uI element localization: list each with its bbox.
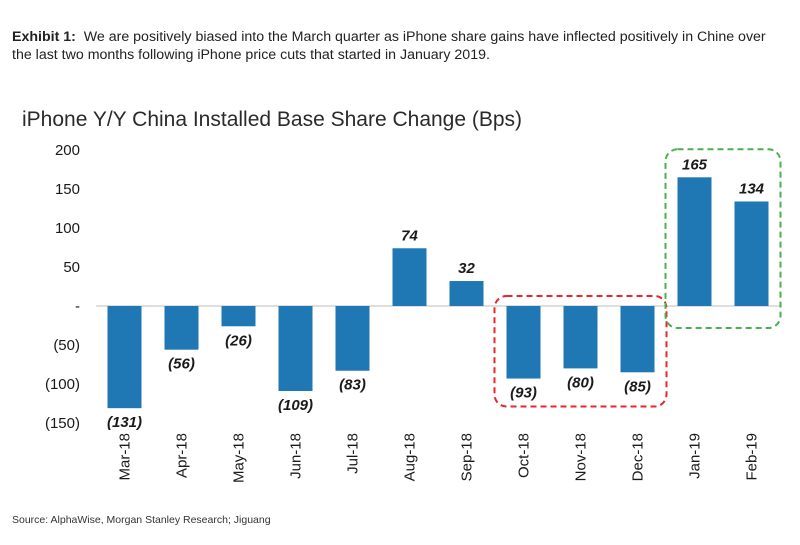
bar-jan-19	[677, 177, 712, 306]
x-tick-label: Jan-19	[687, 433, 704, 479]
y-tick-label: -	[75, 298, 80, 315]
data-label: 32	[458, 260, 475, 277]
bar-nov-18	[563, 306, 598, 369]
bar-feb-19	[734, 201, 769, 306]
x-tick-label: Jun-18	[288, 433, 305, 479]
data-label: (83)	[339, 377, 366, 394]
data-label: (93)	[510, 385, 537, 402]
bar-mar-18	[107, 306, 142, 409]
x-tick-label: Nov-18	[573, 433, 590, 481]
x-tick-label: Aug-18	[402, 433, 419, 481]
data-label: (26)	[225, 332, 252, 349]
data-label: (109)	[278, 397, 313, 414]
bar-aug-18	[392, 248, 427, 306]
y-tick-label: 100	[55, 220, 80, 237]
data-label: 165	[682, 156, 708, 173]
x-tick-label: Dec-18	[630, 433, 647, 481]
exhibit-label: Exhibit 1:	[12, 29, 76, 45]
green-box	[664, 148, 782, 329]
data-label: (131)	[107, 414, 142, 431]
x-tick-label: Feb-19	[744, 433, 761, 481]
y-tick-label: (150)	[45, 415, 80, 432]
chart-title: iPhone Y/Y China Installed Base Share Ch…	[22, 108, 523, 131]
data-label: 134	[739, 180, 765, 197]
x-tick-label: Mar-18	[117, 433, 134, 481]
y-tick-label: 150	[55, 181, 80, 198]
exhibit-caption: Exhibit 1: We are positively biased into…	[12, 28, 787, 64]
x-tick-label: Jul-18	[345, 433, 362, 474]
y-tick-label: (50)	[53, 337, 80, 354]
bar-may-18	[221, 306, 256, 327]
x-tick-label: Sep-18	[459, 433, 476, 481]
bar-sep-18	[449, 281, 484, 306]
source-note: Source: AlphaWise, Morgan Stanley Resear…	[12, 514, 271, 526]
bar-dec-18	[620, 306, 655, 373]
exhibit-text: We are positively biased into the March …	[12, 29, 766, 63]
x-tick-label: May-18	[231, 433, 248, 483]
data-label: (85)	[624, 378, 651, 395]
bar-oct-18	[506, 306, 541, 379]
data-label: (80)	[567, 374, 594, 391]
bar-jul-18	[335, 306, 370, 371]
red-box	[493, 295, 668, 408]
y-tick-label: (100)	[45, 376, 80, 393]
data-label: 74	[401, 227, 418, 244]
bar-jun-18	[278, 306, 313, 392]
y-tick-label: 200	[55, 142, 80, 159]
data-label: (56)	[168, 356, 195, 373]
x-tick-label: Apr-18	[174, 433, 191, 478]
x-tick-label: Oct-18	[516, 433, 533, 478]
bar-apr-18	[164, 306, 199, 350]
y-tick-label: 50	[63, 259, 80, 276]
